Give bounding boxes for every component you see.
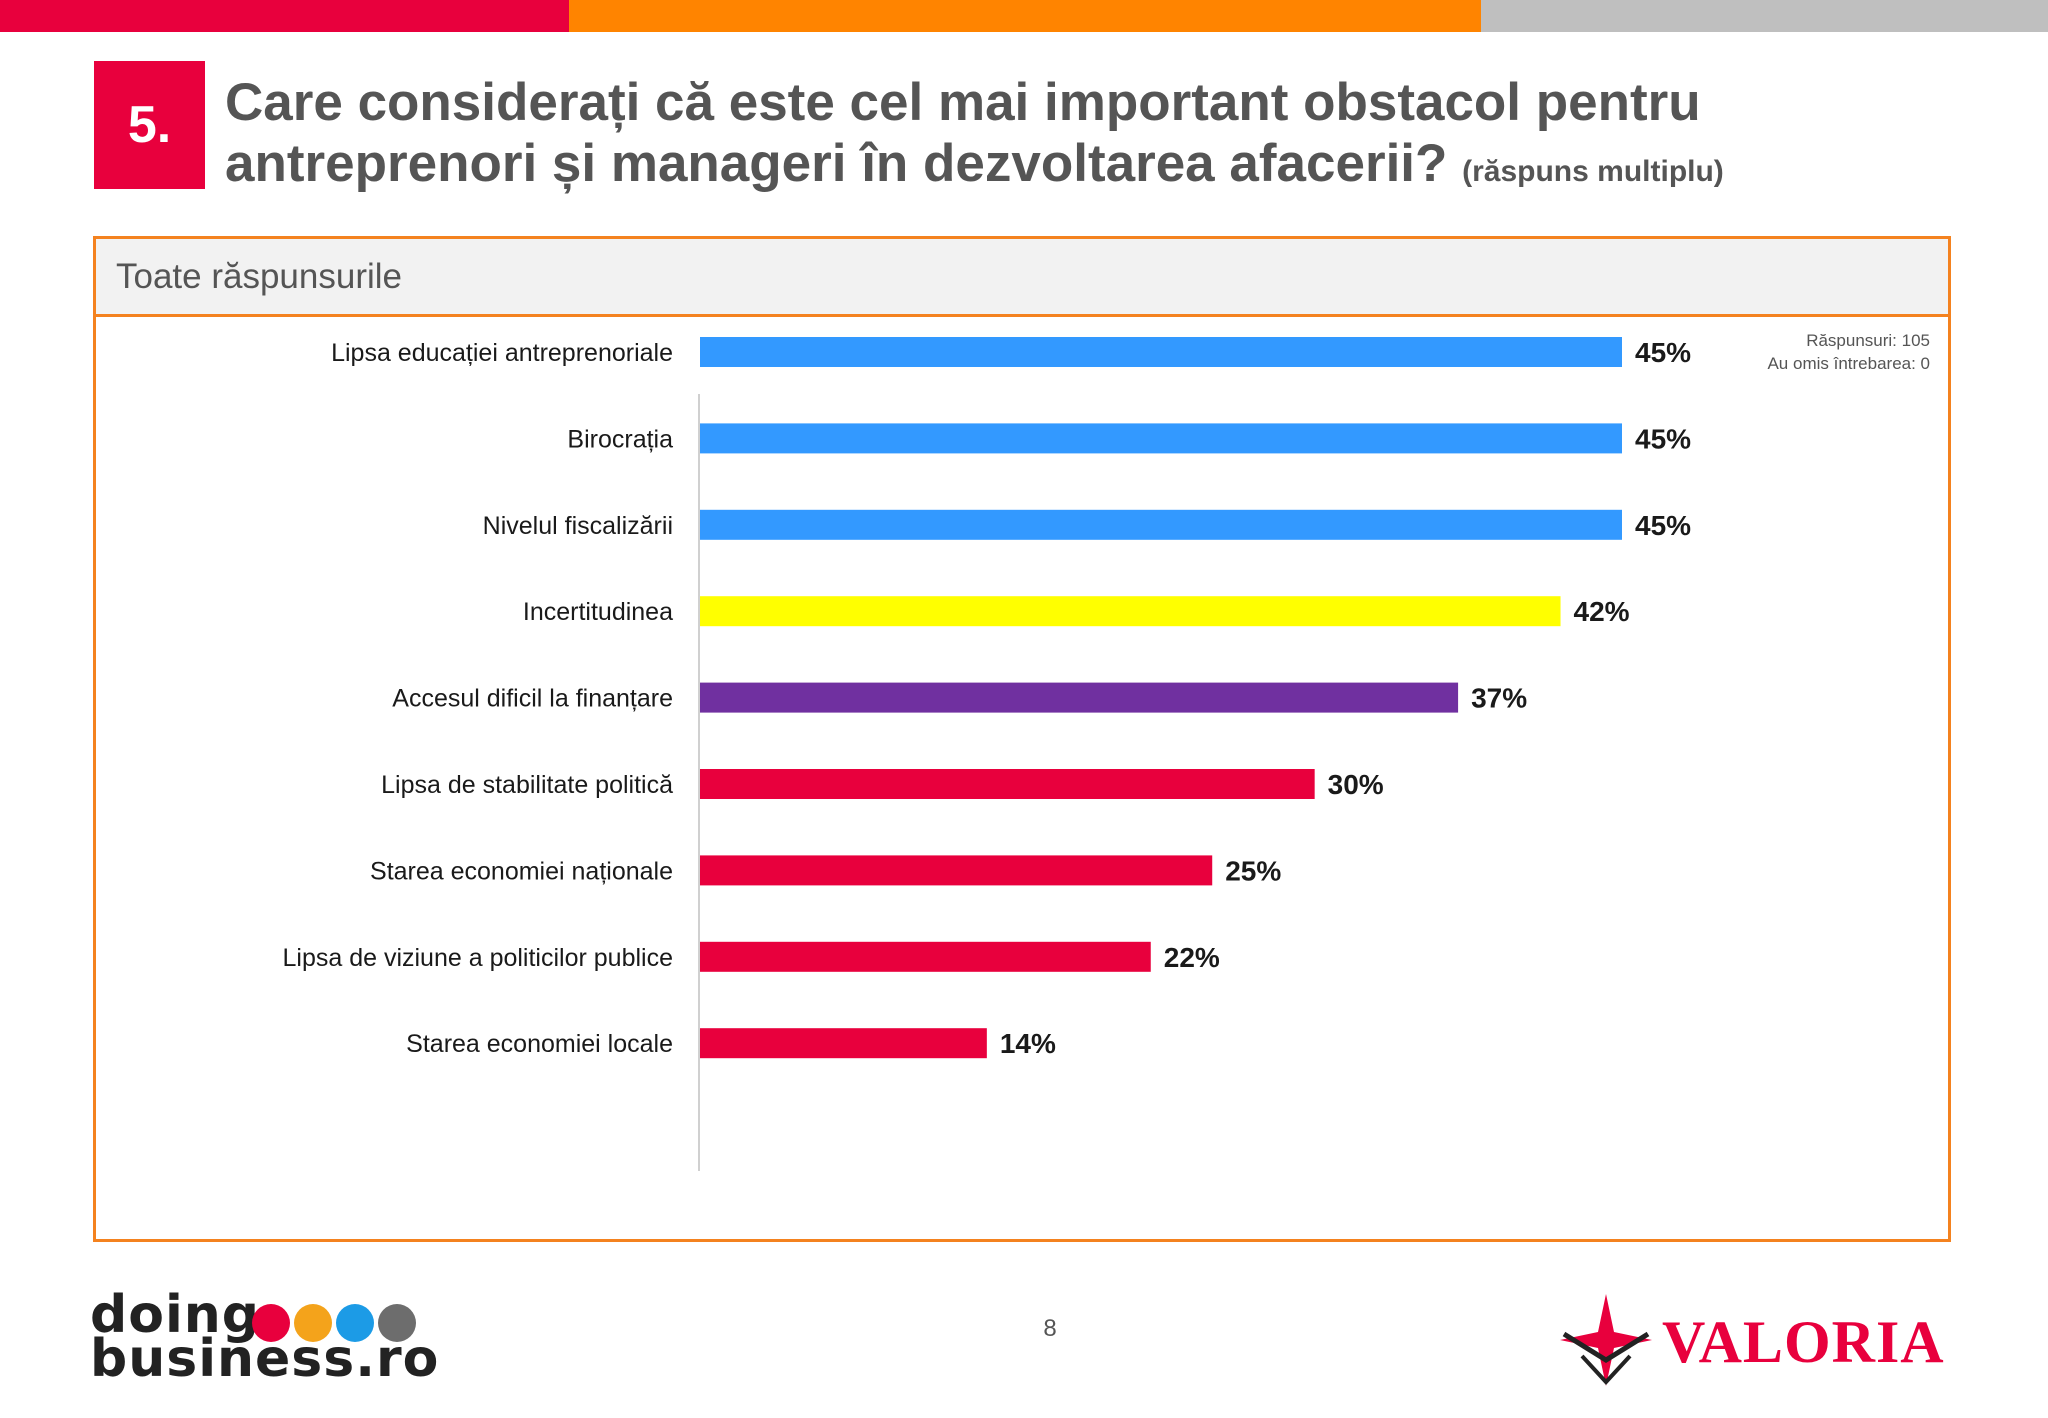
value-label: 45% <box>1635 510 1691 541</box>
valoria-logo: VALORIA <box>1556 1290 1976 1390</box>
top-bar-orange <box>569 0 1481 32</box>
valoria-star-icon <box>1560 1294 1652 1386</box>
title-line-1: Care considerați că este cel mai importa… <box>225 73 1701 132</box>
category-label: Birocrația <box>567 425 673 453</box>
category-label: Starea economiei locale <box>406 1030 673 1058</box>
title-note: (răspuns multiplu) <box>1462 155 1724 188</box>
bar <box>700 769 1315 799</box>
valoria-wordmark: VALORIA <box>1662 1309 1945 1375</box>
logo-word-doing: doing <box>90 1285 261 1345</box>
value-label: 22% <box>1164 942 1220 973</box>
bar <box>700 596 1561 627</box>
category-label: Lipsa educației antreprenoriale <box>331 339 673 367</box>
value-label: 14% <box>1000 1028 1056 1059</box>
title-line-2: antreprenori și manageri în dezvoltarea … <box>225 133 2005 202</box>
category-label: Accesul dificil la finanțare <box>392 685 673 713</box>
bar <box>700 1028 987 1059</box>
value-label: 42% <box>1574 596 1630 627</box>
value-label: 37% <box>1471 683 1527 714</box>
logo-word-business: business.ro <box>90 1329 440 1389</box>
panel-title: Toate răspunsurile <box>116 257 402 296</box>
logo-dot <box>294 1304 332 1342</box>
question-title: Care considerați că este cel mai importa… <box>225 72 2005 202</box>
title-line-2-text: antreprenori și manageri în dezvoltarea … <box>225 134 1448 193</box>
response-stats: Răspunsuri: 105 Au omis întrebarea: 0 <box>1767 329 1930 375</box>
value-label: 25% <box>1225 855 1281 886</box>
bar <box>700 337 1622 367</box>
responses-count: Răspunsuri: 105 <box>1806 331 1930 350</box>
page-number: 8 <box>1043 1315 1057 1342</box>
category-label: Nivelul fiscalizării <box>483 512 673 540</box>
bar <box>700 423 1622 454</box>
value-label: 30% <box>1328 769 1384 800</box>
top-bar-gray <box>1481 0 2048 32</box>
skipped-count: Au omis întrebarea: 0 <box>1767 354 1930 373</box>
bar <box>700 682 1459 713</box>
bar <box>700 941 1151 972</box>
category-label: Starea economiei naționale <box>370 857 673 885</box>
logo-dot <box>336 1304 374 1342</box>
chart-panel: Toate răspunsurile Răspunsuri: 105 Au om… <box>93 236 1951 1242</box>
value-label: 45% <box>1635 423 1691 454</box>
category-label: Incertitudinea <box>523 598 673 626</box>
bar-chart: Lipsa educației antreprenoriale 45% Birocr… <box>282 337 1691 1171</box>
category-label: Lipsa de stabilitate politică <box>381 771 673 799</box>
question-number: 5. <box>94 61 205 189</box>
top-color-bar <box>0 0 2048 32</box>
bar <box>700 855 1213 886</box>
panel-header: Toate răspunsurile <box>96 239 1948 317</box>
bar <box>700 509 1622 540</box>
logo-dot <box>378 1304 416 1342</box>
doingbusiness-logo: doing business.ro <box>90 1285 438 1390</box>
logo-dots <box>252 1304 416 1342</box>
top-bar-red <box>0 0 569 32</box>
logo-dot <box>252 1304 290 1342</box>
category-label: Lipsa de viziune a politicilor publice <box>282 944 673 972</box>
value-label: 45% <box>1635 337 1691 368</box>
